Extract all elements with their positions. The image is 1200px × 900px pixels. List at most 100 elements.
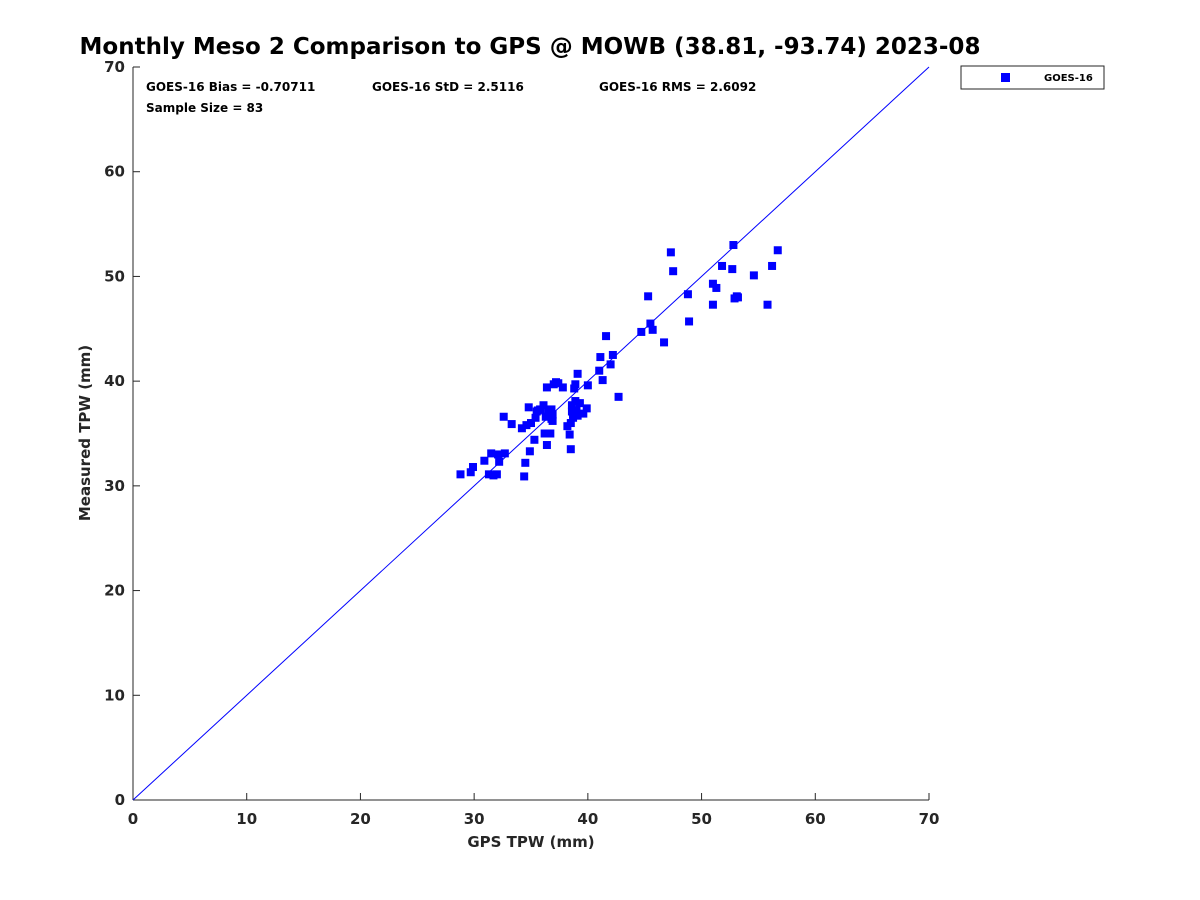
data-point (548, 410, 557, 419)
y-tick-label: 0 (115, 791, 125, 809)
data-point (728, 265, 737, 274)
data-point (494, 450, 503, 459)
data-point (763, 300, 772, 309)
data-point (522, 421, 531, 430)
data-point (596, 353, 605, 362)
data-point (520, 472, 529, 481)
reference-line-y-equals-x (132, 66, 930, 801)
data-point (469, 463, 478, 472)
data-point (712, 283, 721, 292)
sample-size-stat: Sample Size = 83 (146, 101, 263, 115)
data-points (456, 241, 782, 481)
data-point (575, 399, 584, 408)
data-point (729, 241, 738, 250)
data-point (598, 376, 607, 385)
legend-label: GOES-16 (1044, 73, 1093, 84)
data-point (646, 319, 655, 328)
data-point (566, 419, 575, 428)
x-tick-label: 40 (577, 810, 598, 828)
data-point (524, 403, 533, 412)
x-tick-label: 30 (464, 810, 485, 828)
data-point (521, 458, 530, 467)
x-tick-label: 10 (236, 810, 257, 828)
data-point (492, 470, 501, 479)
x-tick-label: 20 (350, 810, 371, 828)
legend: GOES-16 (960, 65, 1105, 90)
data-point (480, 456, 489, 465)
data-point (683, 290, 692, 299)
data-point (566, 445, 575, 454)
data-point (495, 457, 504, 466)
data-point (708, 300, 717, 309)
data-point (708, 279, 717, 288)
data-point (666, 248, 675, 257)
chart-title: Monthly Meso 2 Comparison to GPS @ MOWB … (80, 34, 981, 60)
data-point (685, 317, 694, 326)
y-tick-label: 60 (104, 163, 125, 181)
data-point (773, 246, 782, 255)
data-point (570, 384, 579, 393)
std-stat: GOES-16 StD = 2.5116 (372, 80, 524, 94)
data-point (517, 424, 526, 433)
x-tick-label: 50 (691, 810, 712, 828)
data-point (582, 404, 591, 413)
data-point (554, 379, 563, 388)
data-point (542, 383, 551, 392)
data-point (768, 261, 777, 270)
data-point (660, 338, 669, 347)
y-tick-label: 30 (104, 477, 125, 495)
rms-stat: GOES-16 RMS = 2.6092 (599, 80, 756, 94)
data-point (648, 325, 657, 334)
data-point (456, 470, 465, 479)
data-point (547, 405, 556, 414)
y-tick-label: 70 (104, 58, 125, 76)
data-point (527, 419, 535, 428)
y-axis-label: Measured TPW (mm) (76, 345, 94, 521)
data-point (606, 360, 615, 369)
y-tick-label: 50 (104, 267, 125, 285)
data-point (546, 429, 555, 438)
data-point (525, 447, 534, 456)
data-point (571, 397, 580, 406)
legend-box (960, 65, 1105, 90)
data-point (539, 401, 548, 410)
data-point (614, 392, 623, 401)
data-point (718, 261, 727, 270)
data-point (608, 350, 617, 359)
data-point (567, 401, 576, 410)
data-point (569, 410, 578, 419)
data-point (644, 292, 653, 301)
bias-stat: GOES-16 Bias = -0.70711 (146, 80, 315, 94)
x-tick-label: 70 (919, 810, 940, 828)
data-point (499, 412, 508, 421)
data-point (466, 468, 475, 477)
data-point (583, 381, 592, 390)
data-point (565, 430, 574, 439)
data-point (595, 366, 604, 375)
data-point (542, 441, 551, 450)
data-point (548, 416, 557, 425)
data-point (602, 332, 611, 341)
data-point (669, 267, 678, 276)
data-point (484, 470, 493, 479)
data-point (531, 413, 540, 422)
data-point (733, 293, 742, 302)
data-point (573, 411, 582, 420)
data-point (536, 405, 545, 414)
data-point (571, 380, 580, 389)
data-point (637, 327, 646, 336)
data-point (579, 409, 588, 418)
data-point (573, 369, 582, 378)
y-tick-label: 40 (104, 372, 125, 390)
data-point (540, 429, 549, 438)
x-tick-label: 60 (805, 810, 826, 828)
data-point (572, 406, 581, 415)
data-point (500, 449, 509, 458)
plot-axes: 0 10 20 30 40 50 60 70 0 10 20 30 40 50 60 70 (104, 58, 939, 828)
data-point (558, 383, 567, 392)
data-point (749, 271, 758, 280)
legend-marker-square (1001, 73, 1010, 82)
data-point (487, 449, 496, 458)
y-tick-label: 20 (104, 582, 125, 600)
